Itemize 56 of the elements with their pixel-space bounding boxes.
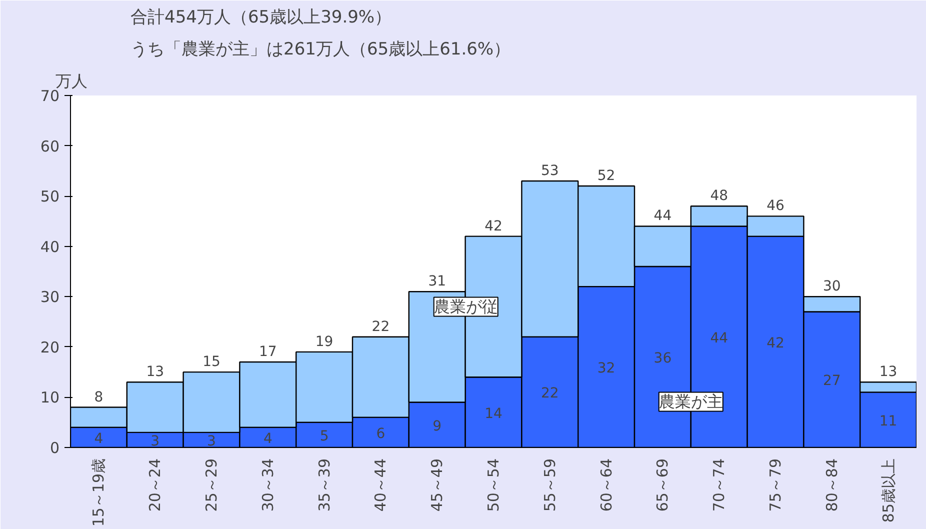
y-tick-label: 30 <box>40 288 60 306</box>
data-label: 11 <box>879 413 898 430</box>
total-label: 44 <box>654 208 672 224</box>
x-tick-label: 70～74 <box>710 458 728 512</box>
x-tick-label: 75～79 <box>766 458 784 512</box>
total-label: 30 <box>822 278 841 295</box>
y-tick-label: 10 <box>40 388 60 407</box>
data-label: 4 <box>263 430 272 447</box>
total-label: 53 <box>540 162 559 179</box>
data-label: 3 <box>150 433 160 450</box>
series-label: 農業が従 <box>434 297 498 316</box>
data-label: 3 <box>207 433 216 450</box>
total-label: 22 <box>372 318 390 335</box>
x-tick-label: 35～39 <box>315 458 334 512</box>
total-label: 13 <box>879 364 898 380</box>
x-tick-label: 60～64 <box>597 458 616 512</box>
series-label: 農業が主 <box>658 392 723 412</box>
total-label: 13 <box>146 364 164 380</box>
data-label: 42 <box>766 335 784 352</box>
total-label: 42 <box>484 218 502 234</box>
y-tick-label: 40 <box>40 238 60 256</box>
total-label: 52 <box>597 168 616 184</box>
x-tick-label: 55～59 <box>540 458 559 512</box>
x-tick-label: 65～69 <box>654 458 672 512</box>
y-tick-label: 20 <box>40 338 60 356</box>
y-tick-label: 50 <box>40 188 60 206</box>
x-tick-label: 15～19歳 <box>90 458 108 527</box>
total-label: 48 <box>710 188 728 204</box>
data-label: 44 <box>710 330 728 346</box>
x-tick-label: 25～29 <box>202 458 220 512</box>
x-tick-label: 45～49 <box>428 458 446 512</box>
data-label: 14 <box>484 406 502 422</box>
chart-subtitle: うち「農業が主」は261万人（65歳以上61.6%） <box>130 40 511 60</box>
total-label: 8 <box>94 389 104 406</box>
total-label: 46 <box>766 198 784 214</box>
x-tick-label: 40～44 <box>372 458 390 512</box>
x-tick-label: 20～24 <box>146 458 164 512</box>
total-label: 19 <box>315 334 334 350</box>
x-tick-label: 85歳以上 <box>879 458 898 523</box>
data-label: 9 <box>432 418 442 434</box>
x-tick-label: 30～34 <box>258 458 277 512</box>
x-tick-label: 80～84 <box>822 458 841 512</box>
y-tick-label: 60 <box>40 137 60 156</box>
data-label: 4 <box>94 430 104 447</box>
total-label: 31 <box>428 274 446 290</box>
data-label: 22 <box>540 386 559 402</box>
data-label: 32 <box>597 360 616 377</box>
chart-title: 合計454万人（65歳以上39.9%） <box>130 8 392 28</box>
data-label: 5 <box>320 428 329 444</box>
data-label: 6 <box>376 426 386 442</box>
y-tick-label: 0 <box>50 439 60 457</box>
x-tick-label: 50～54 <box>484 458 502 512</box>
total-label: 15 <box>202 354 220 370</box>
total-label: 17 <box>258 344 277 360</box>
data-label: 27 <box>822 373 841 390</box>
data-label: 36 <box>654 350 672 366</box>
